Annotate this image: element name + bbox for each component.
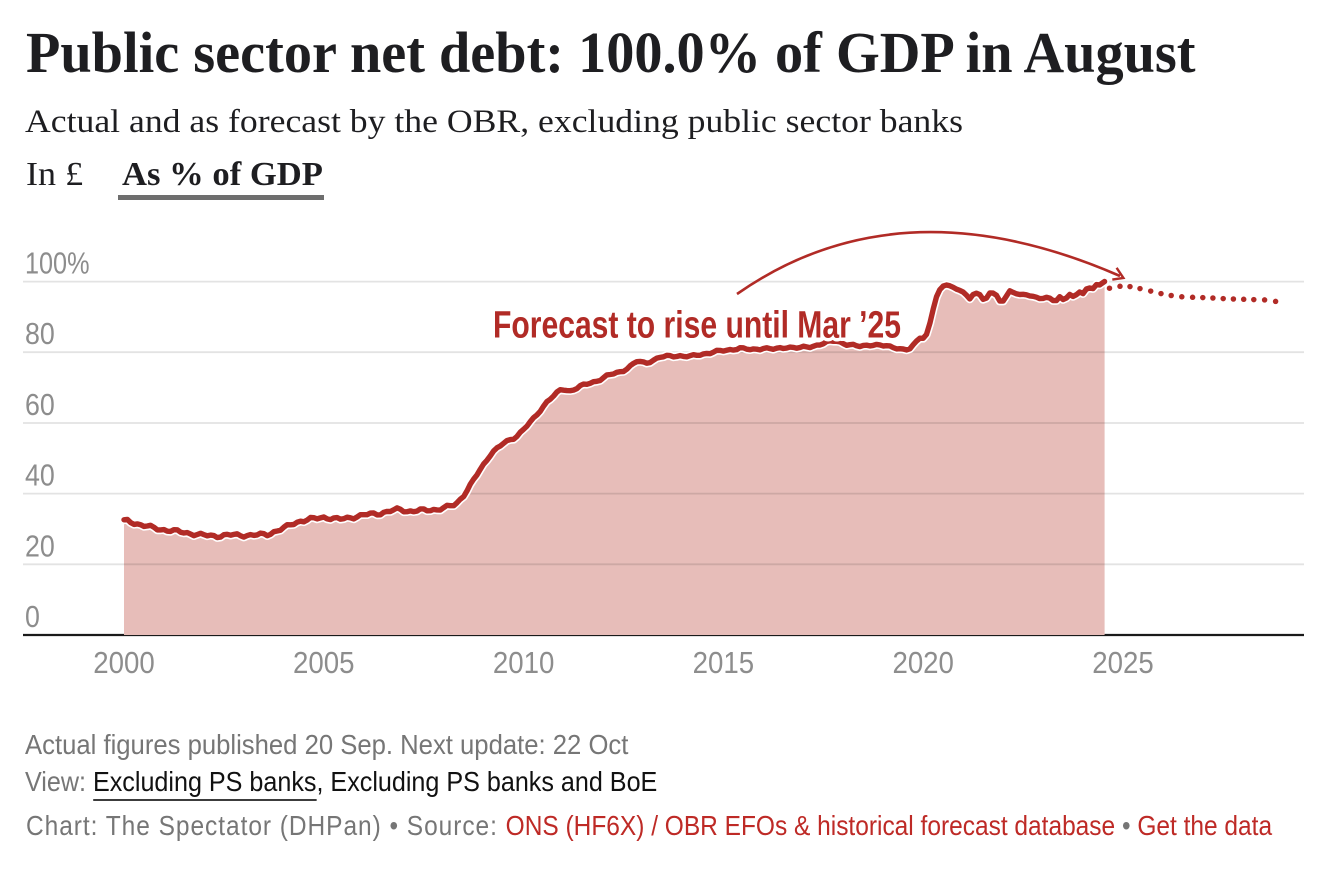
svg-text:100%: 100% bbox=[25, 246, 90, 281]
svg-text:0: 0 bbox=[25, 599, 40, 634]
svg-text:2005: 2005 bbox=[293, 645, 355, 680]
svg-text:2000: 2000 bbox=[93, 645, 155, 680]
svg-text:2020: 2020 bbox=[892, 645, 954, 680]
svg-text:2010: 2010 bbox=[493, 645, 555, 680]
svg-text:40: 40 bbox=[25, 458, 55, 493]
svg-text:2025: 2025 bbox=[1092, 645, 1154, 680]
svg-text:80: 80 bbox=[25, 316, 55, 351]
svg-text:2015: 2015 bbox=[693, 645, 755, 680]
svg-text:Forecast to rise until Mar ’25: Forecast to rise until Mar ’25 bbox=[493, 304, 901, 346]
svg-text:20: 20 bbox=[25, 528, 55, 563]
svg-text:60: 60 bbox=[25, 387, 55, 422]
